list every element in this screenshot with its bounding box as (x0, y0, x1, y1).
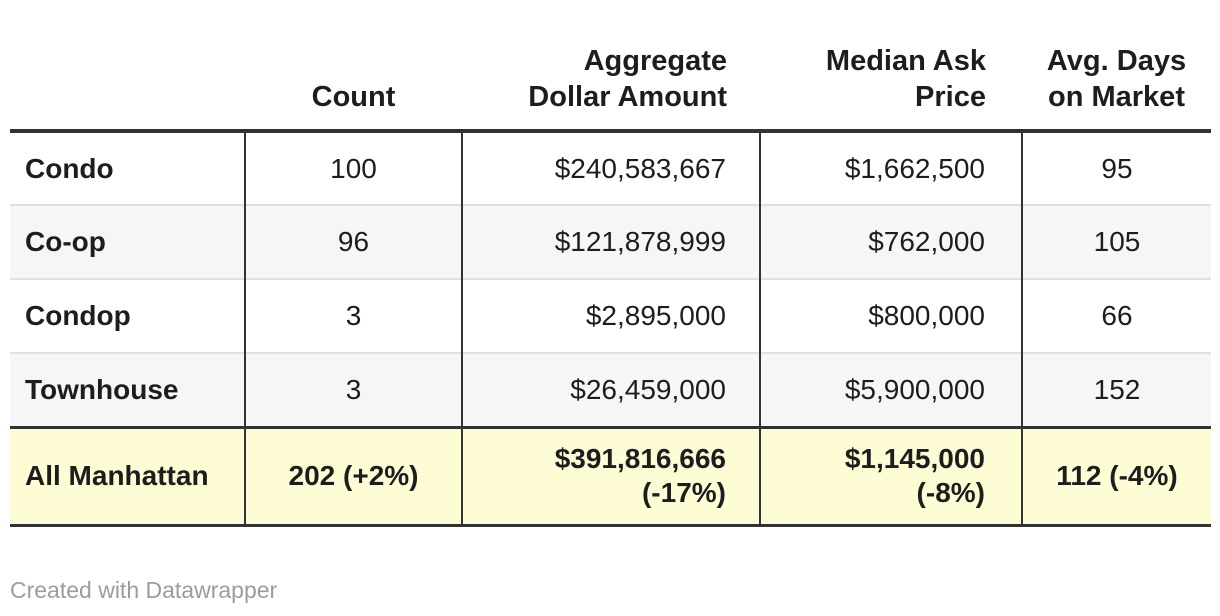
count-cell: 3 (244, 278, 462, 353)
table-row-co-op: Co-op 96 $121,878,999 $762,000 105 (10, 204, 1211, 279)
total-median-change: (-8%) (916, 477, 985, 508)
table-row-townhouse: Townhouse 3 $26,459,000 $5,900,000 152 (10, 352, 1211, 427)
count-cell: 100 (244, 131, 462, 205)
count-cell: 96 (244, 204, 462, 279)
days-cell: 95 (1021, 131, 1211, 205)
header-median-line1: Median Ask (825, 45, 986, 77)
header-median-ask-price: Median Ask Price (760, 0, 1022, 133)
table-row-condop: Condop 3 $2,895,000 $800,000 66 (10, 278, 1211, 353)
days-cell: 105 (1021, 204, 1211, 279)
total-median-value: $1,145,000 (844, 443, 985, 474)
datawrapper-credit: Created with Datawrapper (10, 577, 278, 603)
median-cell: $800,000 (759, 278, 1022, 353)
table-body: Condo 100 $240,583,667 $1,662,500 95 Co-… (10, 131, 1211, 527)
count-cell: 3 (244, 352, 462, 427)
header-days-line1: Avg. Days (1046, 45, 1187, 77)
aggregate-cell: $2,895,000 (461, 278, 760, 353)
median-cell: $762,000 (759, 204, 1022, 279)
total-aggregate-value: $391,816,666 (554, 443, 726, 474)
header-median-line2: Price (915, 81, 986, 113)
row-label-cell: Condo (10, 131, 245, 205)
row-label-cell: Condop (10, 278, 245, 353)
header-aggregate-line1: Aggregate (583, 45, 727, 77)
total-aggregate-change: (-17%) (641, 477, 726, 508)
total-days-cell: 112 (-4%) (1021, 425, 1211, 527)
header-count: Count (245, 0, 462, 133)
header-empty (10, 0, 245, 133)
row-label-cell: Townhouse (10, 352, 245, 427)
header-aggregate-line2: Dollar Amount (528, 81, 727, 113)
total-count-cell: 202 (+2%) (244, 425, 462, 527)
total-median-cell: $1,145,000 (-8%) (759, 425, 1022, 527)
row-label-cell: Co-op (10, 204, 245, 279)
total-aggregate-cell: $391,816,666 (-17%) (461, 425, 760, 527)
total-label-cell: All Manhattan (10, 425, 245, 527)
aggregate-cell: $121,878,999 (461, 204, 760, 279)
header-days-line2: on Market (1048, 81, 1185, 113)
days-cell: 152 (1021, 352, 1211, 427)
table-header: Count Aggregate Dollar Amount Median Ask… (10, 0, 1211, 133)
header-avg-days-on-market: Avg. Days on Market (1022, 0, 1211, 133)
median-cell: $1,662,500 (759, 131, 1022, 205)
median-cell: $5,900,000 (759, 352, 1022, 427)
aggregate-cell: $240,583,667 (461, 131, 760, 205)
data-table: Count Aggregate Dollar Amount Median Ask… (10, 0, 1211, 527)
table-row-condo: Condo 100 $240,583,667 $1,662,500 95 (10, 131, 1211, 205)
header-aggregate-dollar-amount: Aggregate Dollar Amount (462, 0, 760, 133)
table-row-all-manhattan-total: All Manhattan 202 (+2%) $391,816,666 (-1… (10, 425, 1211, 527)
days-cell: 66 (1021, 278, 1211, 353)
aggregate-cell: $26,459,000 (461, 352, 760, 427)
